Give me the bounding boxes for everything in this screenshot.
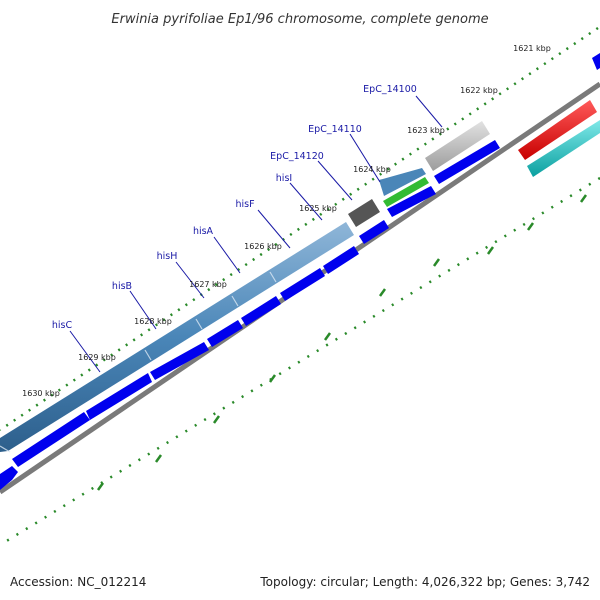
gene-label-hisC: hisC: [52, 320, 73, 331]
gene-label-hisB: hisB: [112, 281, 132, 292]
gene-label-hisI: hisI: [276, 173, 292, 184]
genome-summary-text: Topology: circular; Length: 4,026,322 bp…: [259, 575, 590, 589]
cds-arrow: [592, 53, 600, 70]
scale-label: 1630 kbp: [22, 389, 60, 398]
feature-cyan: [527, 120, 600, 177]
scale-label: 1628 kbp: [134, 317, 172, 326]
gene-label-EpC_14100: EpC_14100: [363, 84, 417, 95]
gene-label-EpC_14120: EpC_14120: [270, 151, 324, 162]
feature-red: [518, 100, 597, 160]
cds-arrow: [323, 246, 359, 274]
scale-label: 1626 kbp: [244, 242, 282, 251]
cds-arrow: [359, 220, 389, 244]
cds-track: [0, 53, 600, 490]
gene-track: [0, 100, 600, 453]
gene-bar-boundaries: [0, 271, 277, 453]
cds-arrow: [86, 373, 152, 420]
inner-ring-ticks: [96, 194, 588, 491]
scale-label: 1623 kbp: [407, 126, 445, 135]
scale-label: 1629 kbp: [78, 353, 116, 362]
cds-arrow: [207, 320, 243, 347]
cds-arrow: [12, 412, 90, 467]
scale-label: 1624 kbp: [353, 165, 391, 174]
gene-label-EpC_14110: EpC_14110: [308, 124, 362, 135]
gene-bar-his-operon: [0, 222, 354, 452]
cds-arrow: [0, 466, 18, 490]
label-leaders: [69, 95, 443, 373]
outer-dotted-ring: [0, 26, 599, 432]
gene-EpC_14100: [425, 121, 490, 171]
scale-label: 1625 kbp: [299, 204, 337, 213]
scale-label: 1622 kbp: [460, 86, 498, 95]
map-title: Erwinia pyrifoliae Ep1/96 chromosome, co…: [111, 12, 488, 27]
cds-arrow: [241, 296, 281, 326]
gene-label-hisF: hisF: [235, 199, 254, 210]
gene-EpC_14120: [348, 199, 380, 227]
scale-label: 1627 kbp: [189, 280, 227, 289]
scale-label: 1621 kbp: [513, 44, 551, 53]
cds-arrow: [280, 268, 325, 301]
gene-label-hisH: hisH: [157, 251, 178, 262]
accession-text: Accession: NC_012214: [10, 575, 146, 589]
gene-EpC_14110-green: [383, 177, 429, 207]
cds-arrow: [434, 140, 500, 184]
cds-arrow: [387, 186, 436, 217]
gene-label-hisA: hisA: [193, 226, 214, 237]
cds-arrow: [150, 342, 209, 380]
gene-EpC_14110: [379, 168, 426, 196]
